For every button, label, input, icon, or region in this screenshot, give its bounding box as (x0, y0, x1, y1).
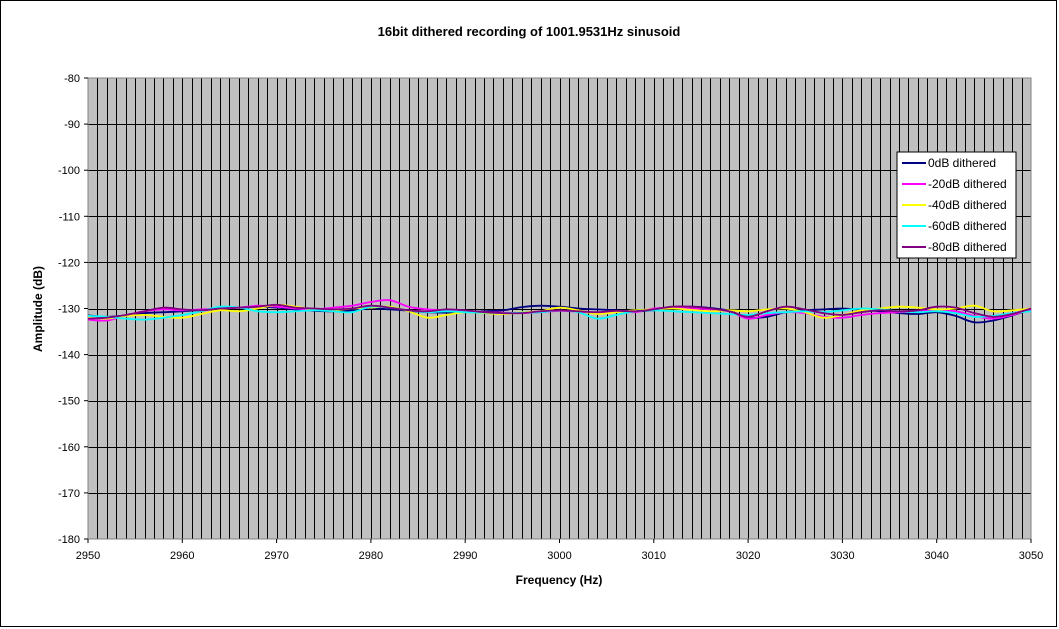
legend-label: -20dB dithered (928, 177, 1007, 191)
x-tick-label: 2960 (170, 550, 194, 562)
legend-label: 0dB dithered (928, 156, 996, 170)
y-axis-title: Amplitude (dB) (31, 266, 45, 352)
y-tick-label: -180 (58, 534, 80, 546)
y-tick-label: -170 (58, 488, 80, 500)
x-tick-label: 3040 (924, 550, 948, 562)
x-tick-label: 2990 (453, 550, 477, 562)
legend-items: 0dB dithered -20dB dithered -40dB dithered… (902, 156, 1007, 254)
x-axis-ticks: 2950 2960 2970 2980 2990 3000 3010 3020 3030 3040… (76, 539, 1043, 562)
y-tick-label: -100 (58, 165, 80, 177)
x-axis-title: Frequency (Hz) (516, 573, 603, 587)
x-tick-label: 3000 (547, 550, 571, 562)
legend-label: -80dB dithered (928, 240, 1007, 254)
x-tick-label: 3050 (1019, 550, 1043, 562)
y-tick-label: -140 (58, 350, 80, 362)
y-tick-label: -90 (64, 119, 80, 131)
x-tick-label: 3030 (830, 550, 854, 562)
y-tick-label: -160 (58, 442, 80, 454)
legend-label: -40dB dithered (928, 198, 1007, 212)
x-tick-label: 3020 (736, 550, 760, 562)
y-tick-label: -80 (64, 73, 80, 85)
x-tick-label: 2950 (76, 550, 100, 562)
x-tick-label: 2970 (264, 550, 288, 562)
series-line (87, 303, 1032, 320)
chart-title: 16bit dithered recording of 1001.9531Hz … (378, 24, 681, 39)
x-tick-label: 3010 (642, 550, 666, 562)
legend-label: -60dB dithered (928, 219, 1007, 233)
series-lines (87, 299, 1032, 324)
legend: 0dB dithered -20dB dithered -40dB dithered… (896, 151, 1017, 259)
y-tick-label: -150 (58, 396, 80, 408)
y-axis-ticks: -80 -90 -100 -110 -120 -130 -140 -150 -160 -170 -1… (58, 73, 88, 546)
y-tick-label: -120 (58, 257, 80, 269)
y-tick-label: -130 (58, 304, 80, 316)
y-tick-label: -110 (59, 211, 80, 223)
x-tick-label: 2980 (359, 550, 383, 562)
